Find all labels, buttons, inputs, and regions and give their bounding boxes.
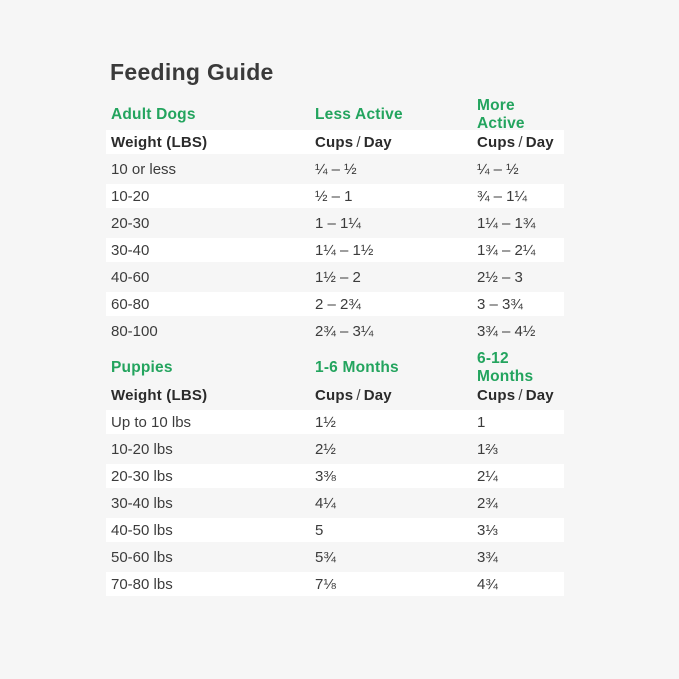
weight-cell: 70-80 lbs xyxy=(111,575,173,593)
slash-separator: / xyxy=(356,386,361,404)
weight-cell: 40-50 lbs xyxy=(111,521,173,539)
page-title: Feeding Guide xyxy=(110,59,274,85)
table-row: 60-80 2 – 2¾ 3 – 3¾ xyxy=(106,292,564,316)
table-row: 40-50 lbs 5 3⅓ xyxy=(106,518,564,542)
months-6-12-cell: 1 xyxy=(477,413,486,431)
day-label: Day xyxy=(525,133,554,151)
more-active-cell: 3 – 3¾ xyxy=(477,295,523,313)
puppies-section-label: Puppies xyxy=(111,359,173,376)
weight-cell: Up to 10 lbs xyxy=(111,413,192,431)
more-active-cell: ¼ – ½ xyxy=(477,160,519,178)
more-active-cell: 1¼ – 1¾ xyxy=(477,214,536,232)
table-row: 70-80 lbs 7⅛ 4¾ xyxy=(106,572,564,596)
months-1-6-cell: 4¼ xyxy=(315,494,336,512)
less-active-label: Less Active xyxy=(315,106,403,123)
more-active-cell: 2½ – 3 xyxy=(477,268,523,286)
months-1-6-cell: 7⅛ xyxy=(315,575,336,593)
weight-cell: 30-40 xyxy=(111,241,150,259)
weight-cell: 80-100 xyxy=(111,322,158,340)
less-active-cell: 2 – 2¾ xyxy=(315,295,361,313)
slash-separator: / xyxy=(518,386,523,404)
months-6-12-cell: 2¾ xyxy=(477,494,498,512)
less-active-cell: 1 – 1¼ xyxy=(315,214,361,232)
weight-cell: 10 or less xyxy=(111,160,177,178)
months-1-6-cell: 2½ xyxy=(315,440,336,458)
slash-separator: / xyxy=(356,133,361,151)
months-1-6-cell: 3⅜ xyxy=(315,467,336,485)
puppies-table: Puppies 1-6 Months 6-12 Months Weight (L… xyxy=(106,350,564,599)
cups-per-day-header: Cups / Day xyxy=(477,134,564,151)
weight-cell: 10-20 xyxy=(111,187,150,205)
cups-label: Cups xyxy=(477,386,516,404)
weight-cell: 30-40 lbs xyxy=(111,494,173,512)
adult-column-header-row: Weight (LBS) Cups / Day Cups / Day xyxy=(106,130,564,154)
weight-cell: 10-20 lbs xyxy=(111,440,173,458)
more-active-cell: ¾ – 1¼ xyxy=(477,187,528,205)
weight-column-header: Weight (LBS) xyxy=(111,133,208,151)
months-6-12-label: 6-12 Months xyxy=(477,350,534,385)
more-active-label: More Active xyxy=(477,97,525,132)
cups-per-day-header: Cups / Day xyxy=(315,134,477,151)
table-row: 20-30 1 – 1¼ 1¼ – 1¾ xyxy=(106,211,564,235)
weight-cell: 40-60 xyxy=(111,268,150,286)
table-row: 50-60 lbs 5¾ 3¾ xyxy=(106,545,564,569)
months-6-12-cell: 3⅓ xyxy=(477,521,498,539)
less-active-cell: ½ – 1 xyxy=(315,187,353,205)
more-active-cell: 1¾ – 2¼ xyxy=(477,241,536,259)
months-1-6-cell: 5¾ xyxy=(315,548,336,566)
table-row: 10 or less ¼ – ½ ¼ – ½ xyxy=(106,157,564,181)
table-row: 10-20 ½ – 1 ¾ – 1¼ xyxy=(106,184,564,208)
months-6-12-cell: 1⅔ xyxy=(477,440,498,458)
months-1-6-cell: 5 xyxy=(315,521,324,539)
weight-cell: 20-30 lbs xyxy=(111,467,173,485)
less-active-cell: ¼ – ½ xyxy=(315,160,357,178)
table-row: 20-30 lbs 3⅜ 2¼ xyxy=(106,464,564,488)
adult-section-header-row: Adult Dogs Less Active More Active xyxy=(106,97,564,132)
slash-separator: / xyxy=(518,133,523,151)
table-row: 30-40 1¼ – 1½ 1¾ – 2¼ xyxy=(106,238,564,262)
adult-section-label: Adult Dogs xyxy=(111,106,196,123)
puppy-column-header-row: Weight (LBS) Cups / Day Cups / Day xyxy=(106,383,564,407)
adult-dogs-table: Adult Dogs Less Active More Active Weigh… xyxy=(106,97,564,346)
day-label: Day xyxy=(525,386,554,404)
cups-label: Cups xyxy=(315,386,354,404)
months-6-12-cell: 4¾ xyxy=(477,575,498,593)
weight-cell: 20-30 xyxy=(111,214,150,232)
months-6-12-cell: 2¼ xyxy=(477,467,498,485)
more-active-cell: 3¾ – 4½ xyxy=(477,322,536,340)
less-active-cell: 2¾ – 3¼ xyxy=(315,322,374,340)
cups-label: Cups xyxy=(315,133,354,151)
table-row: 30-40 lbs 4¼ 2¾ xyxy=(106,491,564,515)
day-label: Day xyxy=(363,133,392,151)
less-active-cell: 1½ – 2 xyxy=(315,268,361,286)
weight-column-header: Weight (LBS) xyxy=(111,386,208,404)
table-row: Up to 10 lbs 1½ 1 xyxy=(106,410,564,434)
less-active-cell: 1¼ – 1½ xyxy=(315,241,374,259)
weight-cell: 60-80 xyxy=(111,295,150,313)
months-1-6-label: 1-6 Months xyxy=(315,359,399,376)
weight-cell: 50-60 lbs xyxy=(111,548,173,566)
table-row: 40-60 1½ – 2 2½ – 3 xyxy=(106,265,564,289)
table-row: 80-100 2¾ – 3¼ 3¾ – 4½ xyxy=(106,319,564,343)
table-row: 10-20 lbs 2½ 1⅔ xyxy=(106,437,564,461)
puppy-section-header-row: Puppies 1-6 Months 6-12 Months xyxy=(106,350,564,385)
cups-per-day-header: Cups / Day xyxy=(477,387,564,404)
months-1-6-cell: 1½ xyxy=(315,413,336,431)
cups-per-day-header: Cups / Day xyxy=(315,387,477,404)
cups-label: Cups xyxy=(477,133,516,151)
months-6-12-cell: 3¾ xyxy=(477,548,498,566)
day-label: Day xyxy=(363,386,392,404)
